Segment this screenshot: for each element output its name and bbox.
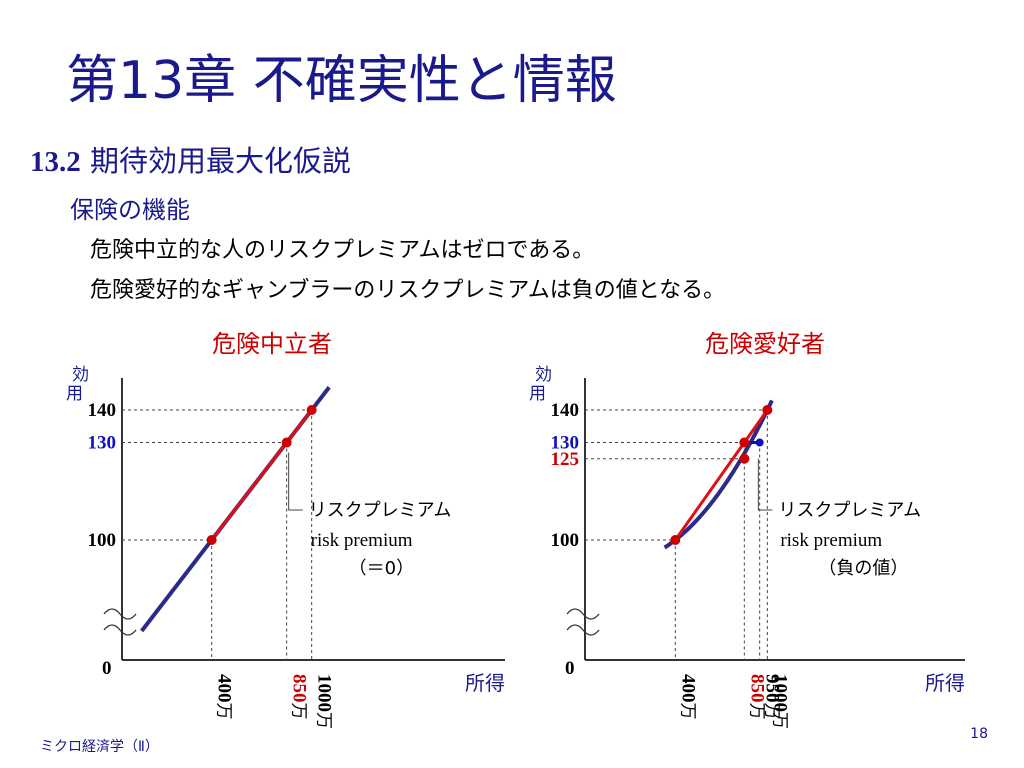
chart1-y-tick-100: 100 bbox=[88, 530, 117, 551]
chart1-x-tick-part: 万 bbox=[214, 703, 234, 720]
note-risk-lover: 危険愛好的なギャンブラーのリスクプレミアムは負の値となる。 bbox=[90, 278, 726, 303]
chart1-x-tick-1000万: 1000万 bbox=[314, 674, 335, 729]
chart2-ylabel-1: 効 bbox=[535, 365, 552, 385]
chart1-point-1 bbox=[281, 437, 292, 448]
chart1-ylabel-1: 効 bbox=[72, 365, 89, 385]
chart2-x-tick-part: 400 bbox=[677, 674, 698, 703]
chart2-y-tick-140: 140 bbox=[551, 400, 580, 421]
chart1-origin-label: 0 bbox=[102, 658, 112, 679]
subsection-heading: 保険の機能 bbox=[70, 196, 190, 224]
chart2-risk-premium-point bbox=[755, 438, 764, 447]
chart2-point-0 bbox=[670, 535, 681, 545]
chart2-x-tick-part: 850 bbox=[746, 674, 767, 703]
page-number: 18 bbox=[970, 726, 988, 742]
section-number: 13.2 bbox=[30, 146, 81, 178]
chart2-annotation-label-en: risk premium bbox=[780, 530, 882, 551]
chart2-y-tick-100: 100 bbox=[551, 530, 580, 551]
chart2-x-tick-part: 1000 bbox=[769, 674, 790, 712]
chart1-y-tick-140: 140 bbox=[88, 400, 117, 421]
chart2-x-tick-1000万: 1000万 bbox=[769, 674, 790, 729]
chart2-y-tick-130: 130 bbox=[551, 433, 580, 454]
chart1-point-2 bbox=[306, 405, 317, 415]
chart1-ylabel-2: 用 bbox=[66, 384, 83, 404]
chart2-x-tick-850万: 850万 bbox=[746, 674, 767, 720]
chart1-x-tick-part: 400 bbox=[214, 674, 235, 703]
chart1-x-tick-part: 1000 bbox=[314, 674, 335, 712]
chart2-y-tick-125: 125 bbox=[551, 449, 580, 470]
footer-course-name: ミクロ経済学（Ⅱ） bbox=[40, 739, 159, 755]
chart2-x-tick-part: 950 bbox=[762, 674, 783, 703]
chart1-axis-break-1 bbox=[103, 608, 137, 620]
chart2-utility-curve bbox=[663, 399, 774, 550]
section-heading: 13.2 期待効用最大化仮説 bbox=[30, 138, 351, 180]
chart1-annotation-label-ja: リスクプレミアム bbox=[309, 500, 452, 521]
chart2-origin-label: 0 bbox=[565, 658, 575, 679]
chart2-x-tick-part: 万 bbox=[746, 703, 766, 720]
note-risk-neutral: 危険中立的な人のリスクプレミアムはゼロである。 bbox=[90, 238, 595, 263]
chart1-title: 危険中立者 bbox=[212, 330, 332, 358]
chart2-x-tick-part: 万 bbox=[677, 703, 697, 720]
chart2-axis-break-2 bbox=[566, 624, 600, 636]
chart2-x-tick-950万: 950万 bbox=[762, 674, 783, 720]
chart2-annotation-label-ja: リスクプレミアム bbox=[778, 500, 921, 521]
chart2-point-3 bbox=[762, 405, 773, 415]
chart2-annotation-leader bbox=[757, 458, 773, 511]
chart2-ylabel-2: 用 bbox=[529, 384, 546, 404]
chart2-point-1 bbox=[739, 437, 750, 448]
chart2-x-tick-part: 万 bbox=[762, 703, 782, 720]
chart2-title: 危険愛好者 bbox=[705, 330, 825, 358]
chart1-annotation-leader bbox=[288, 452, 303, 511]
chart1-y-tick-130: 130 bbox=[88, 433, 117, 454]
chart2-x-tick-400万: 400万 bbox=[677, 674, 698, 720]
chart1-point-0 bbox=[206, 535, 217, 545]
chart2-axis-break-1 bbox=[566, 608, 600, 620]
chart2-expected-utility-chord bbox=[674, 409, 769, 541]
section-title: 期待効用最大化仮説 bbox=[89, 144, 351, 178]
chart1-x-tick-850万: 850万 bbox=[289, 674, 310, 720]
chart1-x-tick-part: 850 bbox=[289, 674, 310, 703]
chart1-expected-utility-chord bbox=[210, 409, 313, 541]
chart1-x-tick-part: 万 bbox=[289, 703, 309, 720]
slide-title: 第13章 不確実性と情報 bbox=[66, 51, 617, 111]
chart1-x-tick-part: 万 bbox=[314, 712, 334, 729]
chart2-x-label: 所得 bbox=[925, 671, 965, 695]
chart1-axis-break-2 bbox=[103, 624, 137, 636]
chart1-x-tick-400万: 400万 bbox=[214, 674, 235, 720]
chart2-x-tick-part: 万 bbox=[769, 712, 789, 729]
chart2-annotation-value: （負の値） bbox=[818, 558, 908, 579]
chart1-annotation-label-en: risk premium bbox=[311, 530, 413, 551]
chart1-x-label: 所得 bbox=[465, 671, 505, 695]
chart2-point-2 bbox=[739, 453, 750, 464]
chart1-annotation-value: （＝0） bbox=[349, 558, 414, 579]
